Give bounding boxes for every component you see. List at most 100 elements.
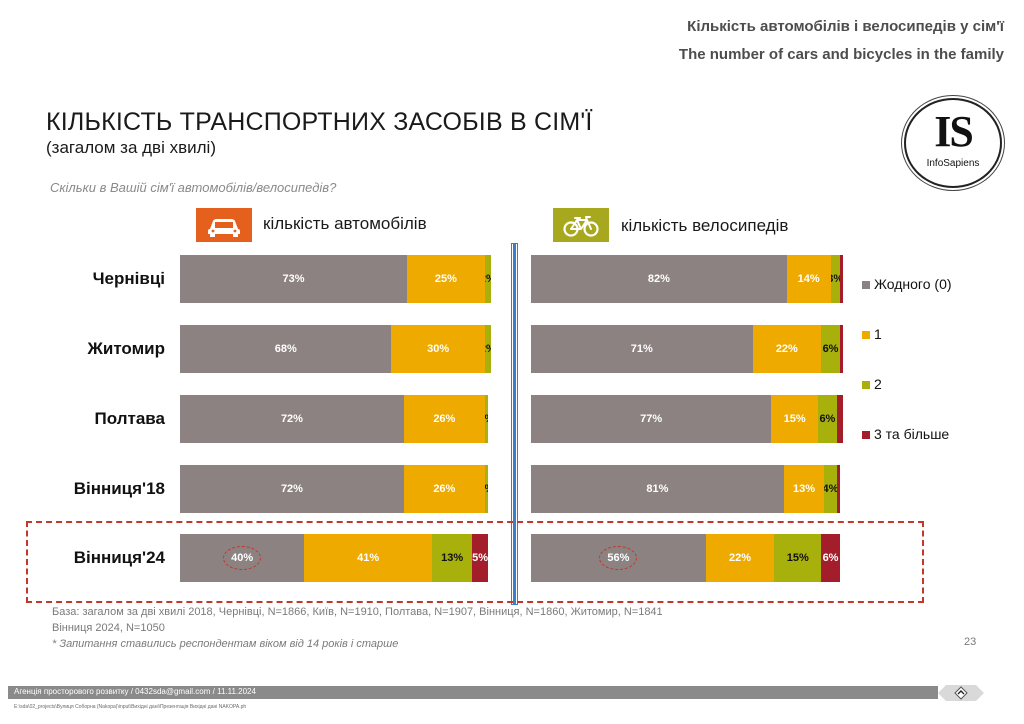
base-note-line2: Вінниця 2024, N=1050 [52, 622, 165, 634]
bar-segment-none: 68% [180, 325, 392, 373]
bar-segment-one: 13% [783, 465, 825, 513]
bar-segment-one: 22% [705, 534, 775, 582]
data-label: 22% [729, 552, 752, 564]
legend-item-two: 2 [862, 376, 882, 392]
vinnytsia24-highlight-box [26, 521, 924, 603]
legend-label-none: Жодного (0) [874, 276, 952, 292]
city-label: Вінниця'18 [73, 479, 165, 498]
age-footnote: * Запитання ставились респондентам віком… [52, 638, 399, 650]
footer-bar [8, 686, 938, 699]
slide-title: КІЛЬКІСТЬ ТРАНСПОРТНИХ ЗАСОБІВ В СІМ'Ї [46, 108, 593, 136]
bar-segment-three-plus: 5% [472, 534, 488, 582]
footer-logo-icon [938, 683, 984, 703]
bar-segment-three-plus [839, 325, 843, 373]
highlight-ring [223, 546, 262, 570]
city-label: Полтава [94, 409, 165, 428]
bar-segment-none: 72% [180, 465, 404, 513]
cars-bar-row: 72% 26% 1% [180, 395, 491, 443]
bar-segment-three-plus [836, 395, 843, 443]
data-label: 6% [822, 343, 839, 355]
cars-bar-row: 72% 26% 1% [180, 465, 491, 513]
bar-segment-none: 81% [531, 465, 784, 513]
bar-segment-none: 77% [531, 395, 772, 443]
data-label: 41% [357, 552, 380, 564]
city-label: Житомир [87, 339, 166, 358]
legend-item-none: Жодного (0) [862, 276, 952, 292]
bikes-bar-row: 81% 13% 4% [531, 465, 843, 513]
chart-divider [512, 244, 517, 604]
city-label: Вінниця'24 [73, 548, 165, 567]
bar-segment-none: 71% [531, 325, 753, 373]
bar-segment-two: 1% [484, 465, 488, 513]
cars-bar-row: 73% 25% 2% [180, 255, 491, 303]
bar-segment-three-plus: 6% [821, 534, 840, 582]
legend-swatch-none [862, 281, 870, 289]
bikes-section-label: кількість велосипедів [621, 216, 789, 235]
logo-mark: IS [934, 107, 974, 156]
bikes-bar-row: 71% 22% 6% [531, 325, 843, 373]
data-label: 71% [630, 343, 653, 355]
bar-segment-two: 6% [821, 325, 840, 373]
bar-segment-one: 26% [403, 395, 485, 443]
infosapiens-logo: IS InfoSapiens [904, 98, 1002, 188]
legend-label-one: 1 [874, 326, 882, 342]
data-label: 72% [280, 483, 303, 495]
bar-segment-two: 6% [818, 395, 837, 443]
data-label: 13% [441, 552, 464, 564]
data-label: 30% [427, 343, 450, 355]
bar-segment-two: 4% [824, 465, 837, 513]
data-label: 2% [485, 343, 491, 355]
data-label: 13% [792, 483, 815, 495]
bar-segment-none: 72% [180, 395, 404, 443]
bar-segment-two: 2% [484, 325, 491, 373]
car-icon [196, 208, 252, 242]
base-note-line1: База: загалом за дві хвилі 2018, Чернівц… [52, 606, 663, 618]
bar-segment-none: 82% [531, 255, 787, 303]
data-label: 1% [485, 413, 488, 425]
data-label: 25% [434, 273, 457, 285]
bar-segment-two: 1% [484, 395, 488, 443]
bar-segment-one: 26% [403, 465, 485, 513]
bicycle-icon [553, 208, 609, 242]
data-label: 6% [819, 413, 836, 425]
data-label: 14% [797, 273, 820, 285]
header-title-en: The number of cars and bicycles in the f… [678, 46, 1004, 63]
bar-segment-none: 73% [180, 255, 408, 303]
data-label: 1% [485, 483, 488, 495]
bar-segment-one: 25% [407, 255, 485, 303]
data-label: 22% [775, 343, 798, 355]
data-label: 2% [485, 273, 491, 285]
data-label: 81% [646, 483, 669, 495]
bar-segment-one: 22% [752, 325, 822, 373]
page-number: 23 [964, 636, 977, 648]
legend-label-three-plus: 3 та більше [874, 426, 950, 442]
slide-subtitle: (загалом за дві хвилі) [46, 138, 216, 157]
city-label: Чернівці [92, 269, 165, 288]
data-label: 15% [783, 413, 806, 425]
bar-segment-one: 14% [786, 255, 831, 303]
bar-segment-two: 15% [774, 534, 822, 582]
data-label: 5% [472, 552, 488, 564]
data-label: 26% [433, 483, 456, 495]
data-label: 3% [831, 273, 840, 285]
data-label: 26% [433, 413, 456, 425]
data-label: 4% [824, 483, 836, 495]
bar-segment-one: 15% [771, 395, 819, 443]
bikes-bar-row: 82% 14% 3% [531, 255, 843, 303]
bar-segment-two: 13% [431, 534, 473, 582]
logo-name: InfoSapiens [926, 158, 980, 169]
legend-label-two: 2 [874, 376, 882, 392]
cars-section-label: кількість автомобілів [263, 214, 427, 233]
legend-item-three-plus: 3 та більше [862, 426, 949, 442]
highlight-ring [599, 546, 638, 570]
legend-item-one: 1 [862, 326, 882, 342]
data-label: 6% [822, 552, 839, 564]
header-title-ua: Кількість автомобілів і велосипедів у сі… [687, 18, 1004, 35]
legend-swatch-two [862, 381, 870, 389]
bikes-bar-row: 77% 15% 6% [531, 395, 843, 443]
bar-segment-one: 30% [391, 325, 485, 373]
footer-agency: Агенція просторового розвитку / 0432sda@… [14, 687, 256, 696]
bar-segment-three-plus [839, 255, 843, 303]
survey-question: Скільки в Вашій сім'ї автомобілів/велоси… [50, 180, 337, 195]
footer-file-path: E:\sda\02_projects\Вулиця Соборна (Nakop… [14, 704, 247, 710]
